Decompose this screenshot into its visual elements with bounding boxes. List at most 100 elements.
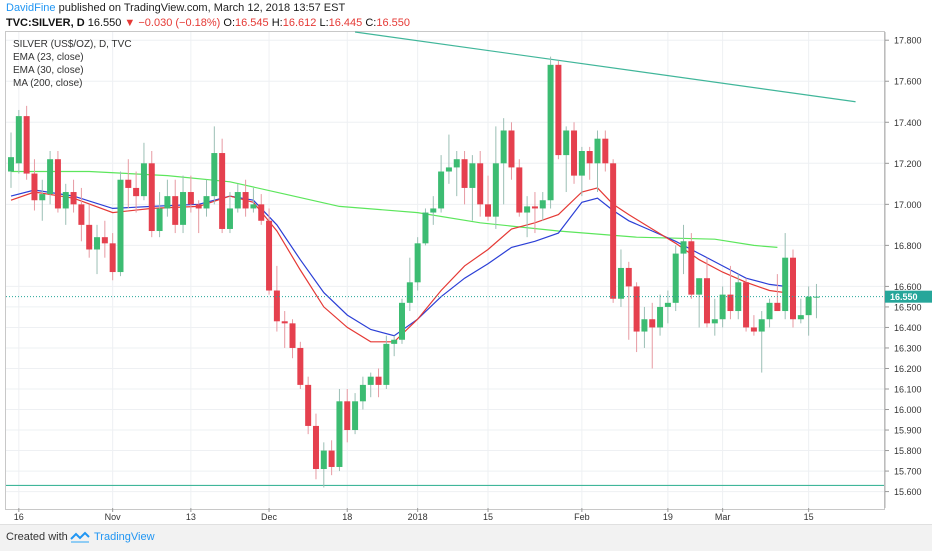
candle-body xyxy=(15,116,22,164)
candle-body xyxy=(305,384,312,426)
time-tick-label: 13 xyxy=(186,512,196,522)
price-tick-label: 15.600 xyxy=(894,487,922,497)
moving-averages xyxy=(10,170,786,343)
time-axis: 16 Nov 13 Dec 18 2018 15 Feb 19 Mar 15 xyxy=(14,508,814,522)
candle-body xyxy=(805,296,812,316)
candle-body xyxy=(258,204,265,221)
price-axis: 17.800 17.600 17.400 17.200 17.000 16.800 16.6… xyxy=(884,32,922,508)
candle-body xyxy=(312,425,319,470)
candle-body xyxy=(641,319,648,332)
price-tick-label: 17.800 xyxy=(894,36,922,46)
candle-body xyxy=(47,159,54,195)
candle-body xyxy=(54,159,61,209)
candle-body xyxy=(586,151,593,164)
candle-body xyxy=(289,323,296,348)
tradingview-link[interactable]: TradingView xyxy=(94,531,155,543)
time-tick-label: 15 xyxy=(804,512,814,522)
time-tick-label: Mar xyxy=(715,512,731,522)
candle-body xyxy=(602,138,609,164)
down-arrow-icon: ▼ xyxy=(124,17,136,29)
candle-body xyxy=(101,237,108,244)
price-tick-label: 15.700 xyxy=(894,467,922,477)
candle-body xyxy=(383,343,390,385)
candle-body xyxy=(273,290,280,322)
candle-body xyxy=(430,208,437,213)
tradingview-logo-icon xyxy=(70,531,90,543)
candle-body xyxy=(500,130,507,164)
price-tick-label: 16.100 xyxy=(894,385,922,395)
candle-body xyxy=(211,153,218,197)
candle-body xyxy=(31,173,38,201)
price-tick-label: 17.000 xyxy=(894,200,922,210)
legend-ema30[interactable]: EMA (30, close) xyxy=(13,65,84,76)
candle-body xyxy=(531,206,538,209)
open-value: 16.545 xyxy=(235,17,269,29)
candle-body xyxy=(414,243,421,283)
candle-body xyxy=(375,376,382,385)
grid-lines xyxy=(6,32,884,508)
candle-body xyxy=(492,163,499,217)
price-tick-label: 15.800 xyxy=(894,446,922,456)
candle-body xyxy=(555,64,562,156)
candle-body xyxy=(422,212,429,244)
last-price-marker: 16.550 xyxy=(6,290,932,303)
legend-ema23[interactable]: EMA (23, close) xyxy=(13,52,84,63)
candle-body xyxy=(203,196,210,209)
candle-body xyxy=(680,241,687,254)
candlesticks xyxy=(8,56,820,488)
candle-body xyxy=(453,159,460,168)
candle-body xyxy=(617,267,624,299)
open-label: O: xyxy=(223,17,236,29)
candle-body xyxy=(226,208,233,229)
candle-body xyxy=(743,282,750,328)
candle-body xyxy=(23,116,30,174)
candle-body xyxy=(86,224,93,250)
price-tick-label: 16.800 xyxy=(894,241,922,251)
candle-body xyxy=(782,257,789,312)
candle-body xyxy=(78,204,85,225)
chart-legend: SILVER (US$/OZ), D, TVC EMA (23, close) … xyxy=(13,38,132,90)
candle-body xyxy=(633,286,640,332)
price-tick-label: 16.000 xyxy=(894,405,922,415)
close-value: 16.550 xyxy=(376,17,411,29)
candle-body xyxy=(336,401,343,467)
time-tick-label: 16 xyxy=(14,512,24,522)
candle-body xyxy=(711,319,718,324)
candle-body xyxy=(563,130,570,156)
candle-body xyxy=(344,401,351,431)
candle-body xyxy=(164,196,171,209)
candle-body xyxy=(664,302,671,307)
legend-symbol[interactable]: SILVER (US$/OZ), D, TVC xyxy=(13,39,132,50)
symbol-info: TVC:SILVER, D 16.550 ▼ −0.030 (−0.18%) O… xyxy=(6,17,410,29)
candle-body xyxy=(70,192,77,205)
price-tick-label: 15.900 xyxy=(894,426,922,436)
candle-body xyxy=(649,319,656,328)
candle-body xyxy=(62,192,69,209)
candle-body xyxy=(39,194,46,201)
candle-body xyxy=(625,267,632,287)
last-price-label: 16.550 xyxy=(890,292,918,302)
candle-body xyxy=(485,204,492,217)
candle-body xyxy=(359,384,366,402)
legend-ma200[interactable]: MA (200, close) xyxy=(13,78,83,89)
author-link[interactable]: DavidFine xyxy=(6,2,56,14)
price-tick-label: 17.600 xyxy=(894,77,922,87)
candle-body xyxy=(399,302,405,340)
close-label: C: xyxy=(365,17,377,29)
ema30-line xyxy=(10,189,786,337)
price-tick-label: 16.200 xyxy=(894,364,922,374)
candle-body xyxy=(187,192,194,205)
candle-body xyxy=(766,302,773,320)
price-tick-label: 16.300 xyxy=(894,343,922,353)
candle-body xyxy=(539,200,546,209)
price-tick-label: 17.200 xyxy=(894,159,922,169)
candle-body xyxy=(508,130,515,168)
low-value: 16.445 xyxy=(328,17,363,29)
price-tick-label: 16.600 xyxy=(894,282,922,292)
candle-body xyxy=(156,208,163,232)
candle-body xyxy=(696,278,703,295)
time-tick-label: 18 xyxy=(342,512,352,522)
candle-body xyxy=(117,179,124,273)
candle-body xyxy=(797,315,804,320)
